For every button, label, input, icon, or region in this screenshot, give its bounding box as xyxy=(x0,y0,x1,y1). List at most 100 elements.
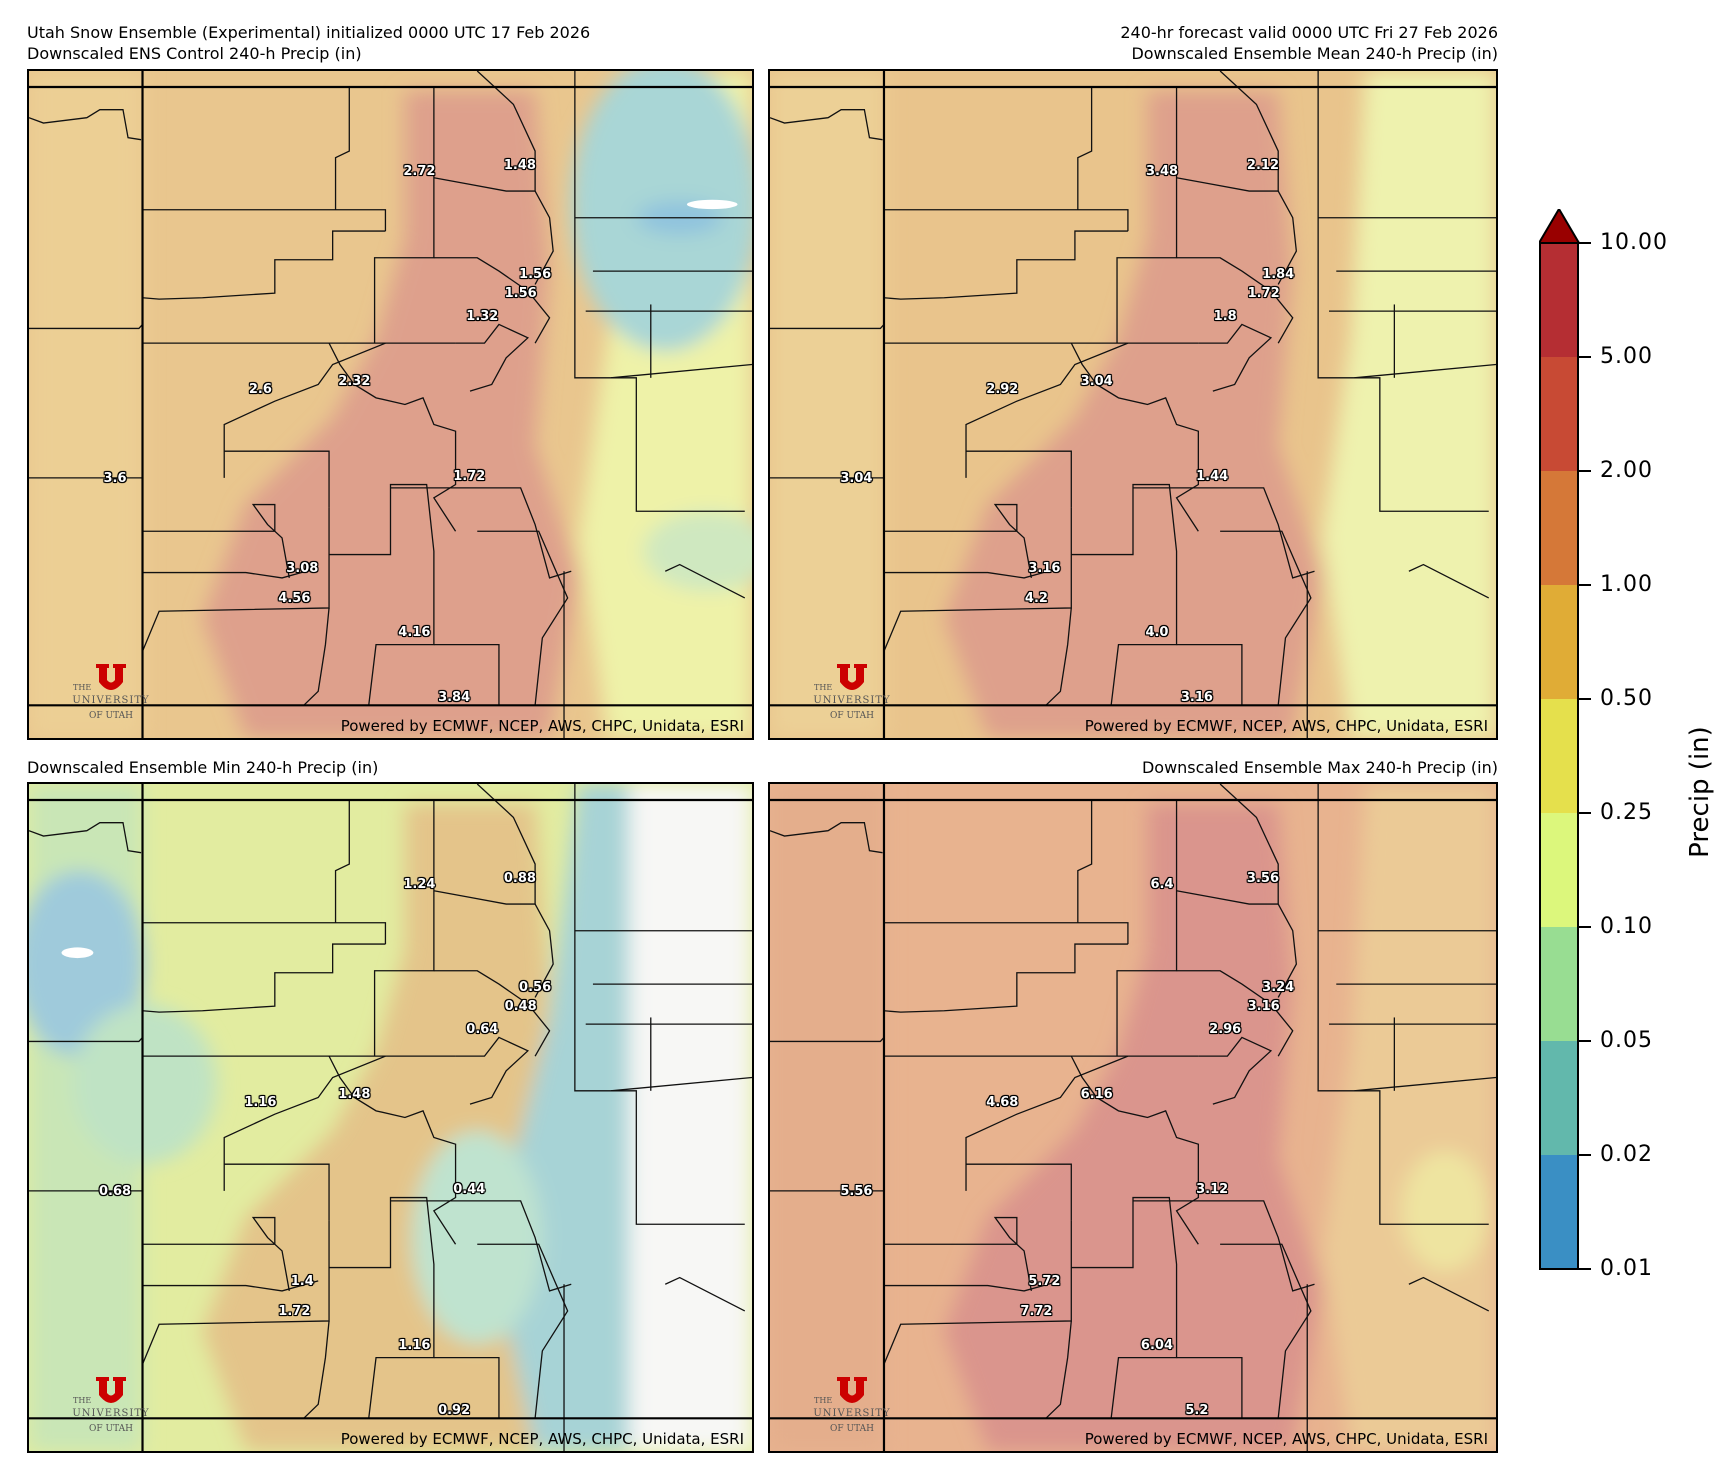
precip-value-label: 3.08 xyxy=(286,561,319,577)
colorbar-tick-label: 10.00 xyxy=(1600,230,1668,255)
lake xyxy=(686,199,738,210)
precip-value-label: 4.68 xyxy=(986,1095,1019,1111)
colorbar-segment xyxy=(1539,1041,1579,1156)
logo-text-of-utah: OF UTAH xyxy=(830,711,874,721)
data-credit: Powered by ECMWF, NCEP, AWS, CHPC, Unida… xyxy=(340,717,744,735)
logo-text-university: UNIVERSITY xyxy=(72,695,150,706)
logo-text-university: UNIVERSITY xyxy=(813,695,891,706)
precip-value-label: 3.16 xyxy=(1247,998,1280,1014)
logo-text-university: UNIVERSITY xyxy=(813,1408,891,1419)
precip-map xyxy=(29,71,752,738)
precip-value-label: 6.04 xyxy=(1140,1337,1173,1353)
precip-value-label: 4.16 xyxy=(398,624,431,640)
colorbar-segment xyxy=(1539,1155,1579,1270)
block-u-icon xyxy=(837,1377,867,1403)
county-boundaries xyxy=(770,784,1496,1451)
university-of-utah-logo: THE UNIVERSITY OF UTAH xyxy=(794,1377,910,1445)
data-credit: Powered by ECMWF, NCEP, AWS, CHPC, Unida… xyxy=(1084,717,1488,735)
logo-text-the: THE xyxy=(814,683,833,692)
county-boundaries xyxy=(770,71,1496,738)
logo-text-the: THE xyxy=(73,683,92,692)
map-panel-control: 2.72 1.48 1.56 1.56 1.32 2.6 2.32 3.6 1.72 3.08 4.… xyxy=(27,69,754,740)
colorbar-extend-arrow xyxy=(1539,209,1581,244)
precip-value-label: 1.48 xyxy=(338,1087,371,1103)
precip-value-label: 3.04 xyxy=(1080,374,1113,390)
precip-value-label: 1.56 xyxy=(504,285,537,301)
lake xyxy=(61,947,94,959)
precip-value-label: 6.16 xyxy=(1080,1087,1113,1103)
colorbar-segment xyxy=(1539,927,1579,1042)
block-u-icon xyxy=(96,1377,126,1403)
colorbar-frame xyxy=(1539,242,1579,1270)
precip-value-label: 1.24 xyxy=(403,877,436,893)
precip-value-label: 2.32 xyxy=(338,374,371,390)
precip-value-label: 0.68 xyxy=(98,1184,132,1200)
precip-value-label: 1.72 xyxy=(453,468,486,484)
colorbar-label: Precip (in) xyxy=(1685,726,1715,858)
colorbar-tick-label: 1.00 xyxy=(1600,572,1653,597)
precip-value-label: 6.4 xyxy=(1150,877,1174,893)
precip-value-label: 3.56 xyxy=(1246,870,1279,886)
county-boundaries xyxy=(29,784,752,1451)
precip-value-label: 0.44 xyxy=(453,1181,486,1197)
map-panel-mean: 3.48 2.12 1.84 1.72 1.8 2.92 3.04 3.04 1.44 3.16 4… xyxy=(768,69,1498,740)
precip-value-label: 2.92 xyxy=(986,382,1019,398)
precip-value-label: 1.44 xyxy=(1196,468,1229,484)
data-credit: Powered by ECMWF, NCEP, AWS, CHPC, Unida… xyxy=(1084,1430,1488,1448)
precip-value-label: 3.6 xyxy=(103,471,127,487)
precip-value-label: 1.16 xyxy=(244,1095,277,1111)
colorbar-segment xyxy=(1539,699,1579,814)
precip-value-label: 2.6 xyxy=(248,382,272,398)
colorbar-tick-label: 0.05 xyxy=(1600,1028,1653,1053)
colorbar-segment xyxy=(1539,813,1579,928)
colorbar-segment xyxy=(1539,243,1579,358)
precip-value-label: 4.56 xyxy=(278,591,311,607)
precip-value-label: 2.12 xyxy=(1246,157,1279,173)
map-panel-max: 6.4 3.56 3.24 3.16 2.96 4.68 6.16 5.56 3.12 5.72 7… xyxy=(768,782,1498,1453)
precip-value-label: 1.84 xyxy=(1262,267,1295,283)
precip-value-label: 1.4 xyxy=(290,1274,314,1290)
map-panel-min: 1.24 0.88 0.56 0.48 0.64 1.16 1.48 0.68 0.44 1.4 1… xyxy=(27,782,754,1453)
precip-value-label: 7.72 xyxy=(1020,1304,1053,1320)
header-title-valid: 240-hr forecast valid 0000 UTC Fri 27 Fe… xyxy=(1120,23,1498,42)
logo-text-the: THE xyxy=(814,1396,833,1405)
precip-value-label: 1.48 xyxy=(503,157,536,173)
precip-value-label: 1.32 xyxy=(466,309,499,325)
block-u-icon xyxy=(96,664,126,690)
panel-title-max: Downscaled Ensemble Max 240-h Precip (in… xyxy=(1141,758,1498,777)
precip-value-label: 1.72 xyxy=(278,1304,311,1320)
colorbar-tick-label: 0.01 xyxy=(1600,1256,1653,1281)
colorbar-tick-label: 0.25 xyxy=(1600,800,1653,825)
precip-value-label: 3.84 xyxy=(438,689,471,705)
precip-value-label: 3.16 xyxy=(1180,689,1213,705)
block-u-icon xyxy=(837,664,867,690)
precip-value-label: 2.72 xyxy=(403,164,436,180)
precip-map xyxy=(29,784,752,1451)
logo-text-university: UNIVERSITY xyxy=(72,1408,150,1419)
university-of-utah-logo: THE UNIVERSITY OF UTAH xyxy=(794,664,910,732)
precip-value-label: 0.88 xyxy=(503,870,536,886)
precip-value-label: 2.96 xyxy=(1209,1022,1242,1038)
precip-value-label: 5.56 xyxy=(840,1184,873,1200)
colorbar-tick-label: 0.50 xyxy=(1600,686,1653,711)
precip-map xyxy=(770,71,1496,738)
data-credit: Powered by ECMWF, NCEP, AWS, CHPC, Unida… xyxy=(340,1430,744,1448)
precip-value-label: 3.48 xyxy=(1145,164,1179,180)
colorbar-segment xyxy=(1539,471,1579,586)
precip-map xyxy=(770,784,1496,1451)
precip-value-label: 3.04 xyxy=(840,471,873,487)
colorbar-tick-label: 2.00 xyxy=(1600,458,1653,483)
university-of-utah-logo: THE UNIVERSITY OF UTAH xyxy=(53,664,169,732)
precip-value-label: 0.64 xyxy=(466,1022,499,1038)
precip-value-label: 1.8 xyxy=(1213,309,1237,325)
precip-value-label: 5.2 xyxy=(1185,1402,1209,1418)
colorbar-segment xyxy=(1539,585,1579,700)
precip-value-label: 3.16 xyxy=(1028,561,1061,577)
precip-value-label: 4.2 xyxy=(1024,591,1048,607)
header-title-initialized: Utah Snow Ensemble (Experimental) initia… xyxy=(27,23,591,42)
precip-value-label: 0.92 xyxy=(438,1402,471,1418)
panel-title-mean: Downscaled Ensemble Mean 240-h Precip (i… xyxy=(1131,44,1498,63)
precip-value-label: 4.0 xyxy=(1145,624,1169,640)
precip-value-label: 1.16 xyxy=(398,1337,431,1353)
logo-text-the: THE xyxy=(73,1396,92,1405)
